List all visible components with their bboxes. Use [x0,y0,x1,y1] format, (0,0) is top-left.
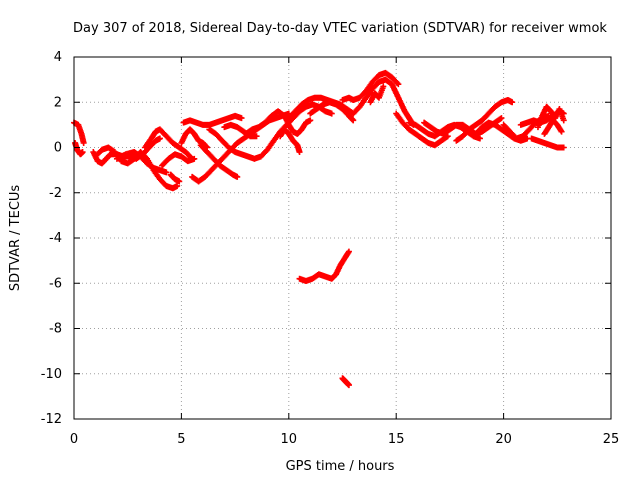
data-series-arc-7 [159,151,198,169]
data-series-arc-20 [350,76,417,128]
y-tick-label: -12 [41,412,62,427]
x-tick-label: 25 [603,432,620,447]
data-series-arc-30 [541,117,565,137]
data-point [163,169,170,176]
axis-ticks: 0 5 10 15 20 25 -12 -10 -8 -6 -4 -2 0 2 4 [41,50,620,447]
y-tick-label: 2 [54,95,62,110]
data-series-arc-19 [339,69,402,103]
y-axis-label: SDTVAR / TECUs [8,185,23,292]
y-tick-label: -2 [49,186,62,201]
data-point [307,117,314,124]
data-point [174,182,181,189]
data-series-arc-1 [71,119,87,146]
data-series-arc-6 [141,126,196,162]
y-tick-label: 0 [54,141,62,156]
x-tick-label: 5 [177,432,185,447]
data-series-arc-2 [72,139,86,158]
data-series-arc-15 [242,108,314,137]
y-tick-label: 4 [54,50,62,65]
x-tick-label: 15 [388,432,405,447]
data-series-arc-32 [296,248,352,284]
data-series-arc-25 [453,96,516,144]
data-series-arc-29 [534,103,567,131]
data-point [395,81,402,88]
data-series-arc-16 [277,126,303,156]
x-axis-label: GPS time / hours [286,459,395,474]
data-point [558,128,565,135]
data-point [350,117,357,124]
data-series-arc-33 [339,375,352,389]
data-series-arc-5 [113,149,170,176]
data-point [328,110,335,117]
data-series-arc-14 [221,121,260,140]
data-series-arc-18 [307,99,357,124]
data-point [253,133,260,140]
data-point [444,133,451,140]
data-point [394,80,401,87]
chart-title: Day 307 of 2018, Sidereal Day-to-day VTE… [73,21,607,36]
data-point [380,83,387,90]
data-point [345,248,352,255]
data-point [156,135,163,142]
data-point [80,139,87,146]
data-point [296,149,303,156]
data-point [560,117,567,124]
data-point [498,115,505,122]
x-tick-label: 10 [281,432,298,447]
data-series-arc-22 [393,110,451,149]
data-point [176,178,183,185]
data-series-arc-12 [197,142,241,180]
y-tick-label: -6 [49,276,62,291]
y-tick-label: -10 [41,367,62,382]
data-point [509,99,516,106]
data-point [79,149,86,156]
data-point [238,115,245,122]
y-tick-label: -4 [49,231,62,246]
data-points [71,69,567,389]
data-point [476,135,483,142]
data-point [560,144,567,151]
data-series-arc-8 [167,171,183,185]
x-tick-label: 0 [70,432,78,447]
y-tick-label: -8 [49,322,62,337]
data-series-arc-10 [180,112,245,128]
data-series-arc-21 [367,83,387,106]
data-series-arc-31 [528,135,567,151]
x-tick-label: 20 [495,432,512,447]
data-point [345,382,352,389]
data-point [191,155,198,162]
data-point [234,173,241,180]
